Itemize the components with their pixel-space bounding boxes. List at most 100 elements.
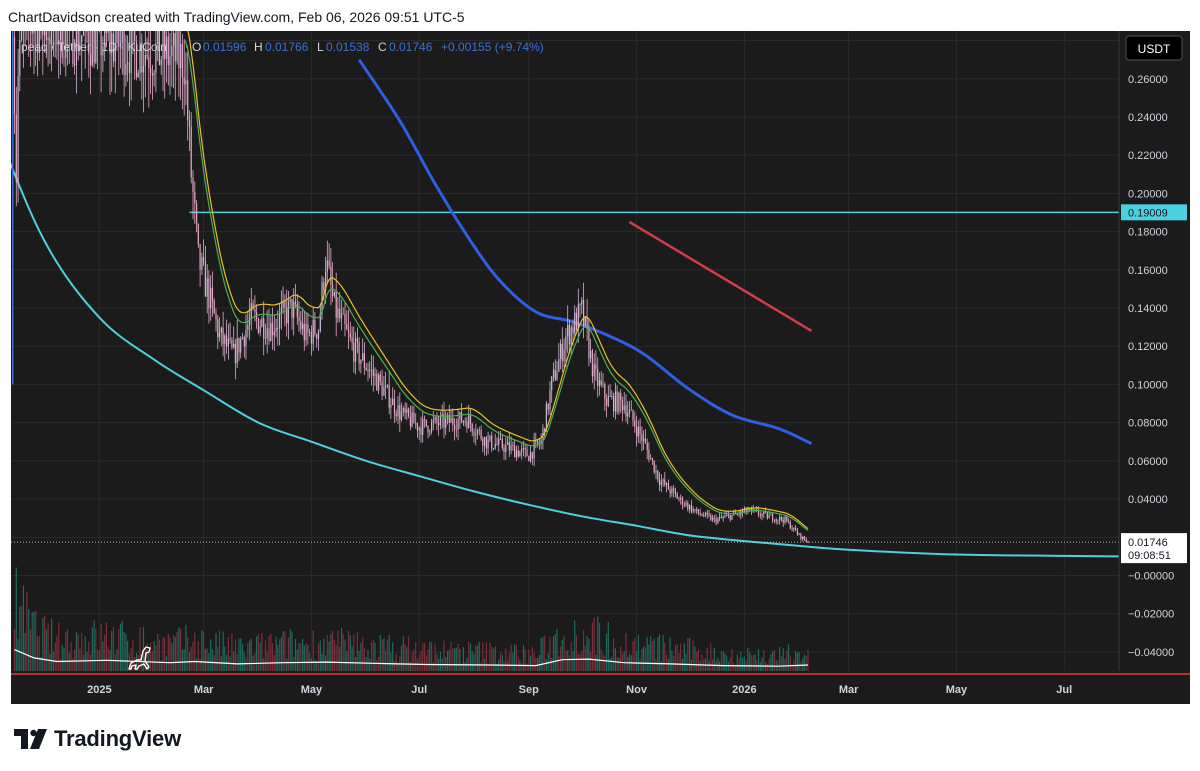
volume-bar: [300, 643, 302, 671]
volume-bar: [275, 636, 277, 671]
candle-body: [252, 303, 254, 310]
candle-body: [510, 445, 512, 451]
candle-body: [393, 398, 396, 414]
currency-badge[interactable]: USDT: [1125, 35, 1183, 61]
price-chart[interactable]: 0.280000.260000.240000.220000.200000.180…: [11, 31, 1190, 704]
candle-body: [19, 40, 21, 77]
resistance-price-badge: [1121, 204, 1187, 221]
candle-body: [545, 403, 547, 432]
candle-body: [406, 408, 408, 413]
volume-bar: [662, 635, 664, 671]
candle-body: [42, 31, 44, 36]
candle-body: [358, 341, 360, 364]
volume-bar: [717, 657, 719, 671]
candle-body: [332, 284, 334, 296]
volume-bar: [478, 641, 480, 671]
volume-bar: [187, 637, 189, 671]
candle-body: [687, 502, 689, 509]
volume-bar: [224, 646, 226, 671]
time-axis[interactable]: 2025 Mar May Jul Sep Nov 2026 Mar May Jul: [87, 684, 1072, 696]
candle-body: [100, 31, 102, 56]
volume-bar: [722, 651, 724, 671]
volume-bar: [567, 650, 569, 671]
volume-bar: [807, 649, 809, 671]
candle-body: [639, 426, 641, 435]
candle-body: [305, 324, 307, 341]
volume-bar: [104, 635, 106, 671]
candle-body: [763, 511, 765, 514]
volume-bar: [508, 652, 510, 671]
candle-body: [415, 423, 417, 424]
volume-bar: [120, 623, 122, 671]
volume-bar: [784, 659, 786, 671]
volume-bar: [261, 633, 263, 671]
candle-body: [247, 324, 249, 330]
volume-bar: [605, 633, 608, 671]
volume-bar: [432, 662, 434, 671]
candle-body: [429, 431, 431, 433]
candle-body: [591, 350, 593, 377]
candle-body: [482, 438, 484, 446]
cyan-support-curve: [11, 162, 1119, 558]
volume-bar: [803, 654, 805, 671]
volume-bar: [395, 653, 397, 671]
candle-body: [501, 438, 503, 448]
volume-bar: [545, 659, 547, 671]
candle-body: [521, 448, 523, 452]
candle-body: [803, 536, 805, 540]
candle-body: [699, 513, 701, 515]
candle-body: [644, 438, 646, 443]
volume-bar: [360, 643, 362, 671]
volume-bar: [800, 661, 802, 671]
volume-bar: [651, 641, 654, 671]
candle-body: [196, 203, 198, 224]
candle-body: [153, 73, 155, 76]
volume-bar: [554, 634, 556, 671]
candle-body: [657, 470, 659, 480]
candle-body: [588, 328, 590, 359]
candle-body: [491, 435, 493, 449]
candle-body: [245, 330, 247, 347]
volume-bar: [238, 638, 240, 671]
candle-body: [736, 513, 738, 515]
svg-text:H: H: [254, 40, 263, 54]
candle-body: [729, 515, 731, 520]
candle-body: [464, 421, 466, 422]
candle-body: [462, 421, 464, 423]
candle-body: [321, 282, 323, 314]
candle-body: [674, 490, 676, 494]
candle-body: [533, 442, 535, 459]
volume-bar: [538, 654, 540, 671]
volume-bar: [362, 637, 364, 671]
candle-body: [261, 318, 263, 327]
volume-bar: [720, 651, 722, 671]
candle-body: [194, 191, 196, 204]
candle-body: [296, 303, 298, 317]
candle-body: [680, 497, 682, 500]
candle-body: [59, 31, 62, 40]
candle-body: [761, 514, 763, 516]
volume-bar: [22, 585, 24, 671]
volume-bar: [641, 649, 643, 671]
volume-bar: [17, 639, 19, 671]
candle-body: [568, 324, 570, 345]
volume-bar: [459, 648, 461, 671]
volume-bar: [699, 661, 701, 671]
volume-bar: [372, 639, 374, 671]
last-price-label: 0.01746: [1128, 537, 1168, 549]
volume-bar: [81, 632, 83, 671]
volume-bar: [593, 617, 595, 671]
volume-bar: [128, 653, 130, 671]
svg-text:0.01538: 0.01538: [326, 40, 370, 54]
volume-bar: [270, 634, 272, 671]
candle-body: [795, 527, 797, 531]
candle-body: [565, 336, 567, 350]
volume-bar: [563, 635, 565, 671]
volume-bar: [70, 642, 72, 671]
volume-bar: [581, 650, 583, 671]
candle-body: [560, 343, 562, 359]
volume-bar: [388, 634, 390, 671]
candle-body: [485, 437, 487, 449]
volume-bar: [529, 655, 532, 671]
candle-body: [499, 438, 502, 440]
